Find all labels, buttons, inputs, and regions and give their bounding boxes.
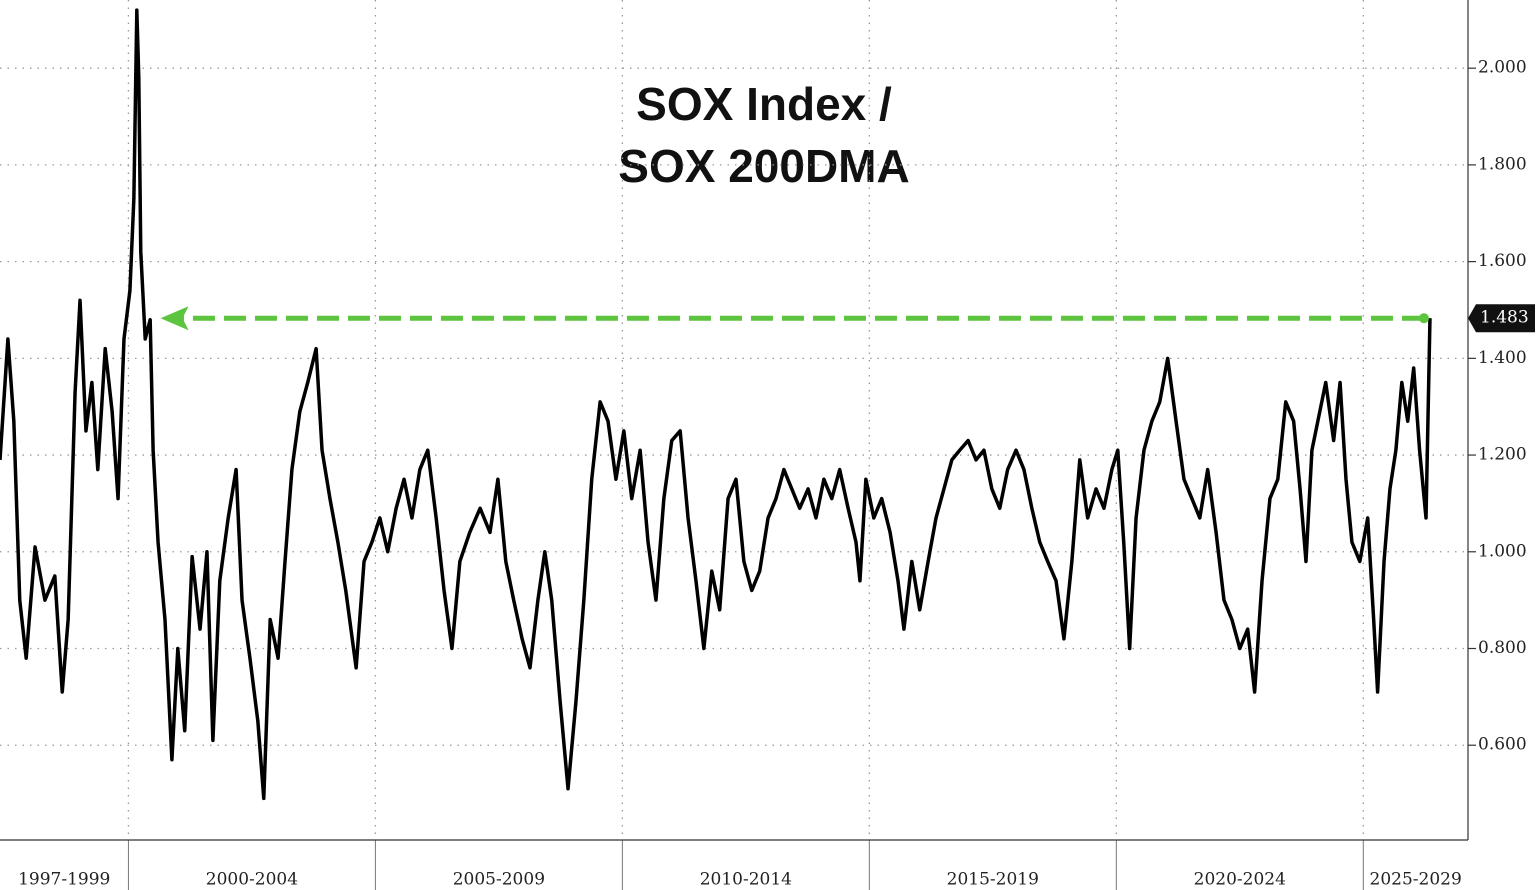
x-tick-label: 2015-2019	[947, 870, 1039, 890]
x-tick-label: 2025-2029	[1370, 870, 1462, 890]
last-point	[1418, 313, 1429, 324]
series-line	[0, 8, 1432, 801]
chart-title-line: SOX 200DMA	[618, 140, 909, 192]
last-value-label: 1.483	[1480, 308, 1529, 328]
x-tick-label: 2000-2004	[206, 870, 298, 890]
arrow-head	[160, 306, 189, 331]
x-tick-label: 2005-2009	[453, 870, 545, 890]
y-tick-label: 1.400	[1478, 348, 1527, 368]
x-tick-label: 2010-2014	[700, 870, 792, 890]
y-tick-label: 2.000	[1478, 58, 1527, 78]
y-tick-label: 0.800	[1478, 638, 1527, 658]
y-tick-label: 1.600	[1478, 251, 1527, 271]
y-tick-label: 1.200	[1478, 445, 1527, 465]
y-tick-label: 0.600	[1478, 735, 1527, 755]
x-tick-label: 2020-2024	[1194, 870, 1286, 890]
x-tick-label: 1997-1999	[18, 870, 110, 890]
chart-title-line: SOX Index /	[636, 78, 892, 130]
last-value-box	[1468, 304, 1535, 333]
y-tick-label: 1.800	[1478, 154, 1527, 174]
y-tick-label: 1.000	[1478, 541, 1527, 561]
